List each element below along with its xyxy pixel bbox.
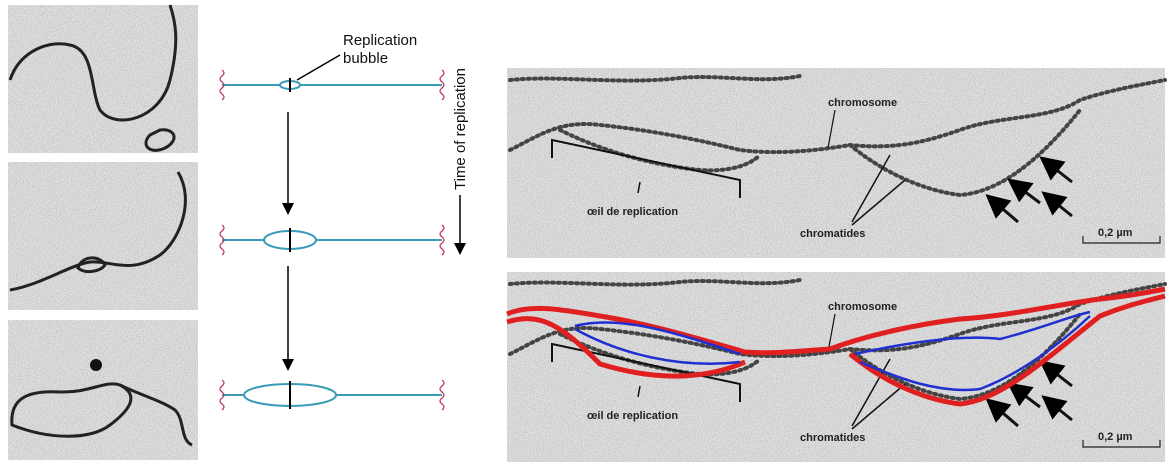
dna-strand (8, 4, 178, 122)
pointer (851, 154, 891, 223)
bracket (551, 342, 741, 402)
eye-label: œil de replication (587, 206, 678, 218)
bubble-label: Replication (343, 32, 417, 49)
eye-label: œil de replication (587, 410, 678, 422)
arrow (1007, 382, 1041, 409)
dna-strand (119, 383, 193, 447)
scale-bar (1082, 236, 1161, 244)
micrograph (8, 5, 198, 153)
arrow (1039, 156, 1073, 184)
pointer (851, 383, 906, 430)
pointer (637, 181, 641, 194)
arrow (1007, 178, 1041, 205)
chromatin-top (508, 278, 802, 287)
time-axis-label: Time of replication (452, 68, 469, 190)
chromatid (848, 108, 1082, 198)
em-panel: chromosome œil de replication chromatides 0… (507, 68, 1167, 258)
micrographs (8, 4, 198, 460)
blue-outline (854, 310, 1091, 392)
pointer (851, 179, 906, 226)
bubble-label: bubble (343, 50, 388, 67)
bracket (551, 138, 741, 198)
arrow (1041, 191, 1073, 218)
pointer (827, 109, 836, 149)
pointer (851, 358, 891, 427)
particle (90, 359, 102, 371)
chromatin-top (508, 74, 802, 83)
dna-strand (9, 171, 187, 292)
chromatides-label: chromatides (800, 228, 865, 240)
pointer (637, 385, 641, 398)
em-panel: chromosome œil de replication chromatides 0… (506, 272, 1167, 462)
arrow (1039, 360, 1073, 388)
chromosome-label: chromosome (828, 301, 897, 313)
dna-bubble (76, 256, 107, 274)
chromatides-label: chromatides (800, 432, 865, 444)
scale-label: 0,2 µm (1098, 431, 1133, 443)
micrograph (8, 162, 198, 310)
chromosome-label: chromosome (828, 97, 897, 109)
pointer (827, 313, 836, 353)
arrow (985, 398, 1019, 428)
schematic (219, 54, 466, 411)
arrow (985, 194, 1019, 224)
blue-outline (574, 321, 741, 365)
scale-bar (1082, 440, 1161, 448)
dna-loop (144, 128, 176, 152)
red-outline (506, 293, 1166, 407)
micrograph (8, 320, 198, 460)
scale-label: 0,2 µm (1098, 227, 1133, 239)
arrow (1041, 395, 1073, 422)
red-outline (506, 286, 1166, 356)
